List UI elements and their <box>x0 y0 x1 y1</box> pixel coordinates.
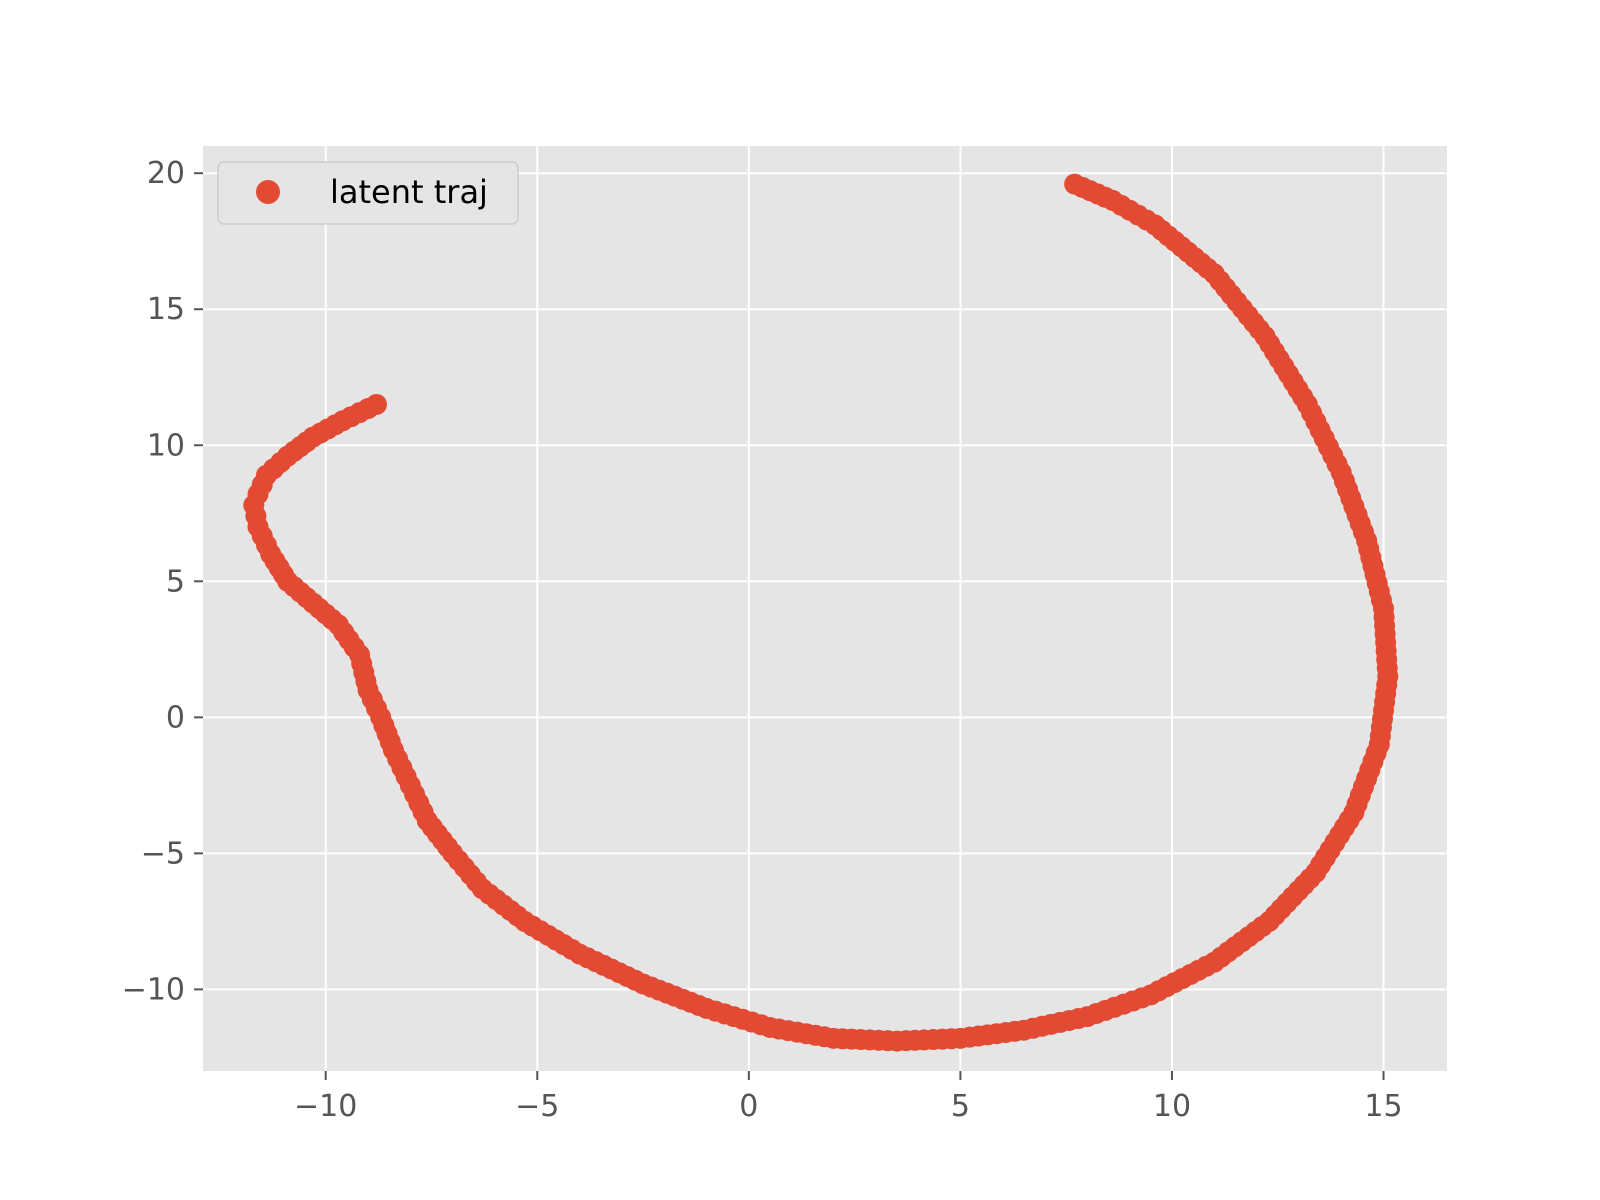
y-tick-label: 10 <box>147 428 185 463</box>
x-tick-label: 10 <box>1153 1089 1191 1124</box>
x-tick-label: −10 <box>294 1089 357 1124</box>
y-tick-label: −5 <box>141 836 185 871</box>
data-points <box>243 173 1399 1052</box>
y-tick-label: 0 <box>166 700 185 735</box>
grid-lines <box>203 146 1447 1071</box>
legend: latent traj <box>217 161 519 225</box>
y-tick-label: 5 <box>166 564 185 599</box>
legend-marker <box>256 180 280 204</box>
x-tick-label: 5 <box>951 1089 970 1124</box>
x-tick-label: −5 <box>515 1089 559 1124</box>
y-tick-label: 15 <box>147 292 185 327</box>
legend-box <box>217 161 519 225</box>
y-tick-label: −10 <box>122 972 185 1007</box>
y-tick-label: 20 <box>147 156 185 191</box>
data-point <box>1064 173 1086 195</box>
legend-label: latent traj <box>330 173 488 211</box>
x-tick-label: 0 <box>739 1089 758 1124</box>
axis-ticks: −10 −5 0 5 10 15 −10 −5 0 5 10 15 20 <box>122 156 1403 1124</box>
x-tick-label: 15 <box>1364 1089 1402 1124</box>
